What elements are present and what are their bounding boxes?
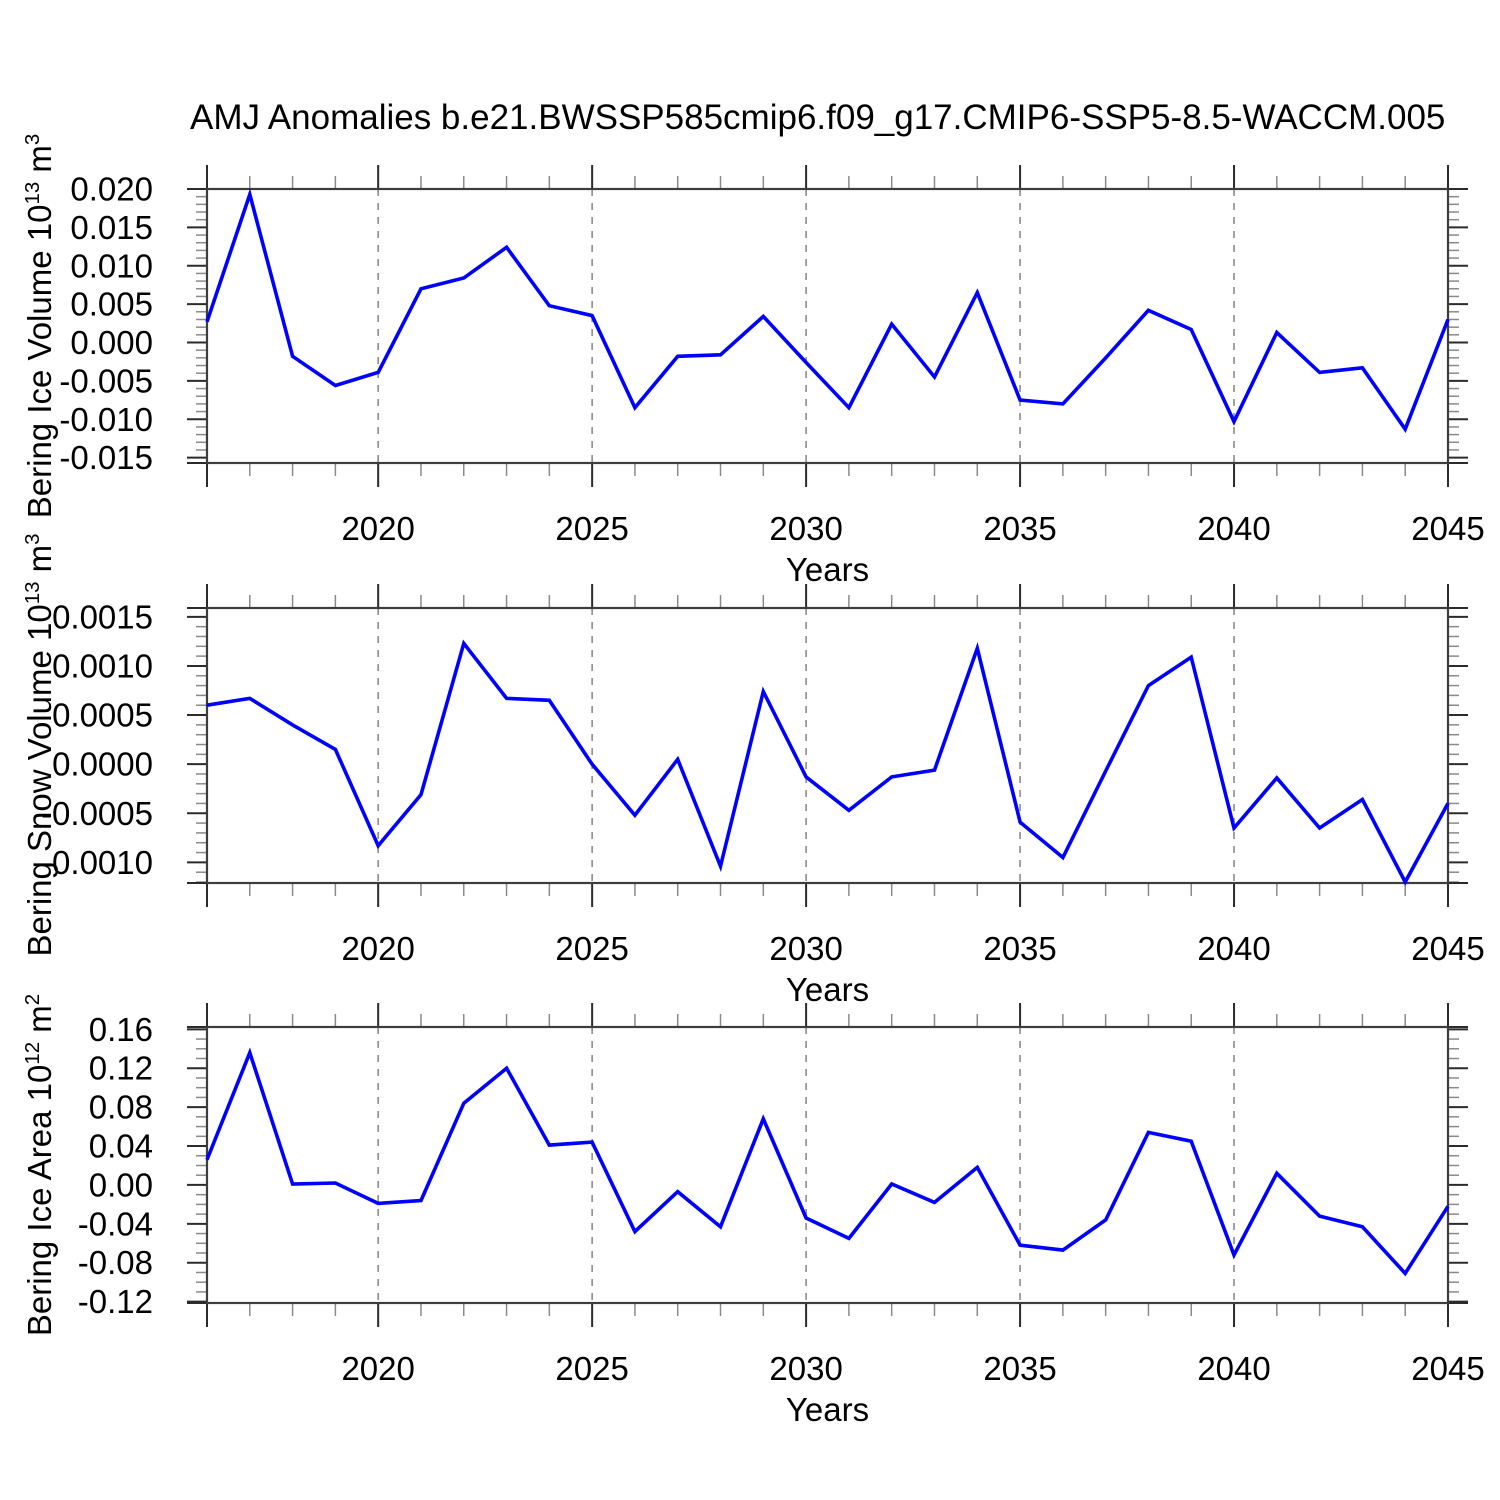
panel-bering-ice-volume: 2020 2025 2030 2035 2040 20450.0200.0150.0100…	[59, 165, 1485, 588]
y-tick-label: 0.015	[70, 209, 153, 246]
x-tick-label: 2035	[983, 930, 1056, 967]
series-line-bering-ice-area	[205, 1047, 1450, 1277]
x-tick-label: 2030	[769, 1350, 842, 1387]
series-line-bering-ice-volume	[205, 188, 1450, 433]
x-tick-label: 2020	[341, 930, 414, 967]
x-tick-label: 2040	[1197, 510, 1270, 547]
series-line-bering-snow-volume	[206, 639, 1450, 886]
x-axis-title: Years	[786, 551, 869, 588]
figure-title: AMJ Anomalies b.e21.BWSSP585cmip6.f09_g1…	[190, 98, 1446, 137]
y-tick-label: -0.04	[78, 1205, 153, 1242]
y-tick-label: 0.0010	[52, 647, 153, 684]
y-tick-label: -0.005	[59, 362, 153, 399]
x-tick-label: 2040	[1197, 1350, 1270, 1387]
y-tick-label: 0.00	[89, 1166, 153, 1203]
x-tick-label: 2020	[341, 1350, 414, 1387]
y-tick-label: 0.000	[70, 324, 153, 361]
y-tick-label: 0.12	[89, 1050, 153, 1087]
x-tick-label: 2025	[555, 1350, 628, 1387]
panel-bering-ice-area: 2020 2025 2030 2035 2040 2045 0.160.120.080.04…	[78, 1003, 1485, 1428]
y-tick-label: 0.08	[89, 1089, 153, 1126]
y-tick-label: 0.005	[70, 286, 153, 323]
y-tick-label: -0.08	[78, 1244, 153, 1281]
x-tick-label: 2035	[983, 1350, 1056, 1387]
plot-border	[205, 1025, 1450, 1305]
y-tick-label: 0.04	[89, 1128, 153, 1165]
panel-bering-snow-volume: 2020 2025 2030 2035 2040 2045 0.0015 0.0010 0.00…	[41, 584, 1485, 1008]
y-tick-label: -0.12	[78, 1283, 153, 1320]
x-axis-title: Years	[786, 1391, 869, 1428]
y-tick-label: 0.0000	[52, 746, 153, 783]
plot-border	[205, 606, 1450, 885]
x-tick-label: 2045	[1411, 930, 1484, 967]
x-tick-label: 2030	[769, 930, 842, 967]
y-tick-label: 0.020	[70, 171, 153, 208]
x-tick-label: 2025	[555, 510, 628, 547]
plot-border	[205, 187, 1450, 465]
x-tick-label: 2040	[1197, 930, 1270, 967]
x-tick-label: 2045	[1411, 1350, 1484, 1387]
x-axis-title: Years	[786, 971, 869, 1008]
y-tick-label: 0.0005	[52, 697, 153, 734]
y-tick-label: -0.010	[59, 401, 153, 438]
y-tick-label: 0.010	[70, 247, 153, 284]
x-tick-label: 2020	[341, 510, 414, 547]
y-tick-label: -0.015	[59, 439, 153, 476]
y-tick-label: -0.0010	[41, 844, 153, 881]
y-tick-label: 0.16	[89, 1011, 153, 1048]
x-tick-label: 2045	[1411, 510, 1484, 547]
x-tick-label: 2025	[555, 930, 628, 967]
y-tick-label: 0.0015	[52, 598, 153, 635]
x-tick-label: 2030	[769, 510, 842, 547]
y-tick-label: -0.0005	[41, 795, 153, 832]
x-tick-label: 2035	[983, 510, 1056, 547]
